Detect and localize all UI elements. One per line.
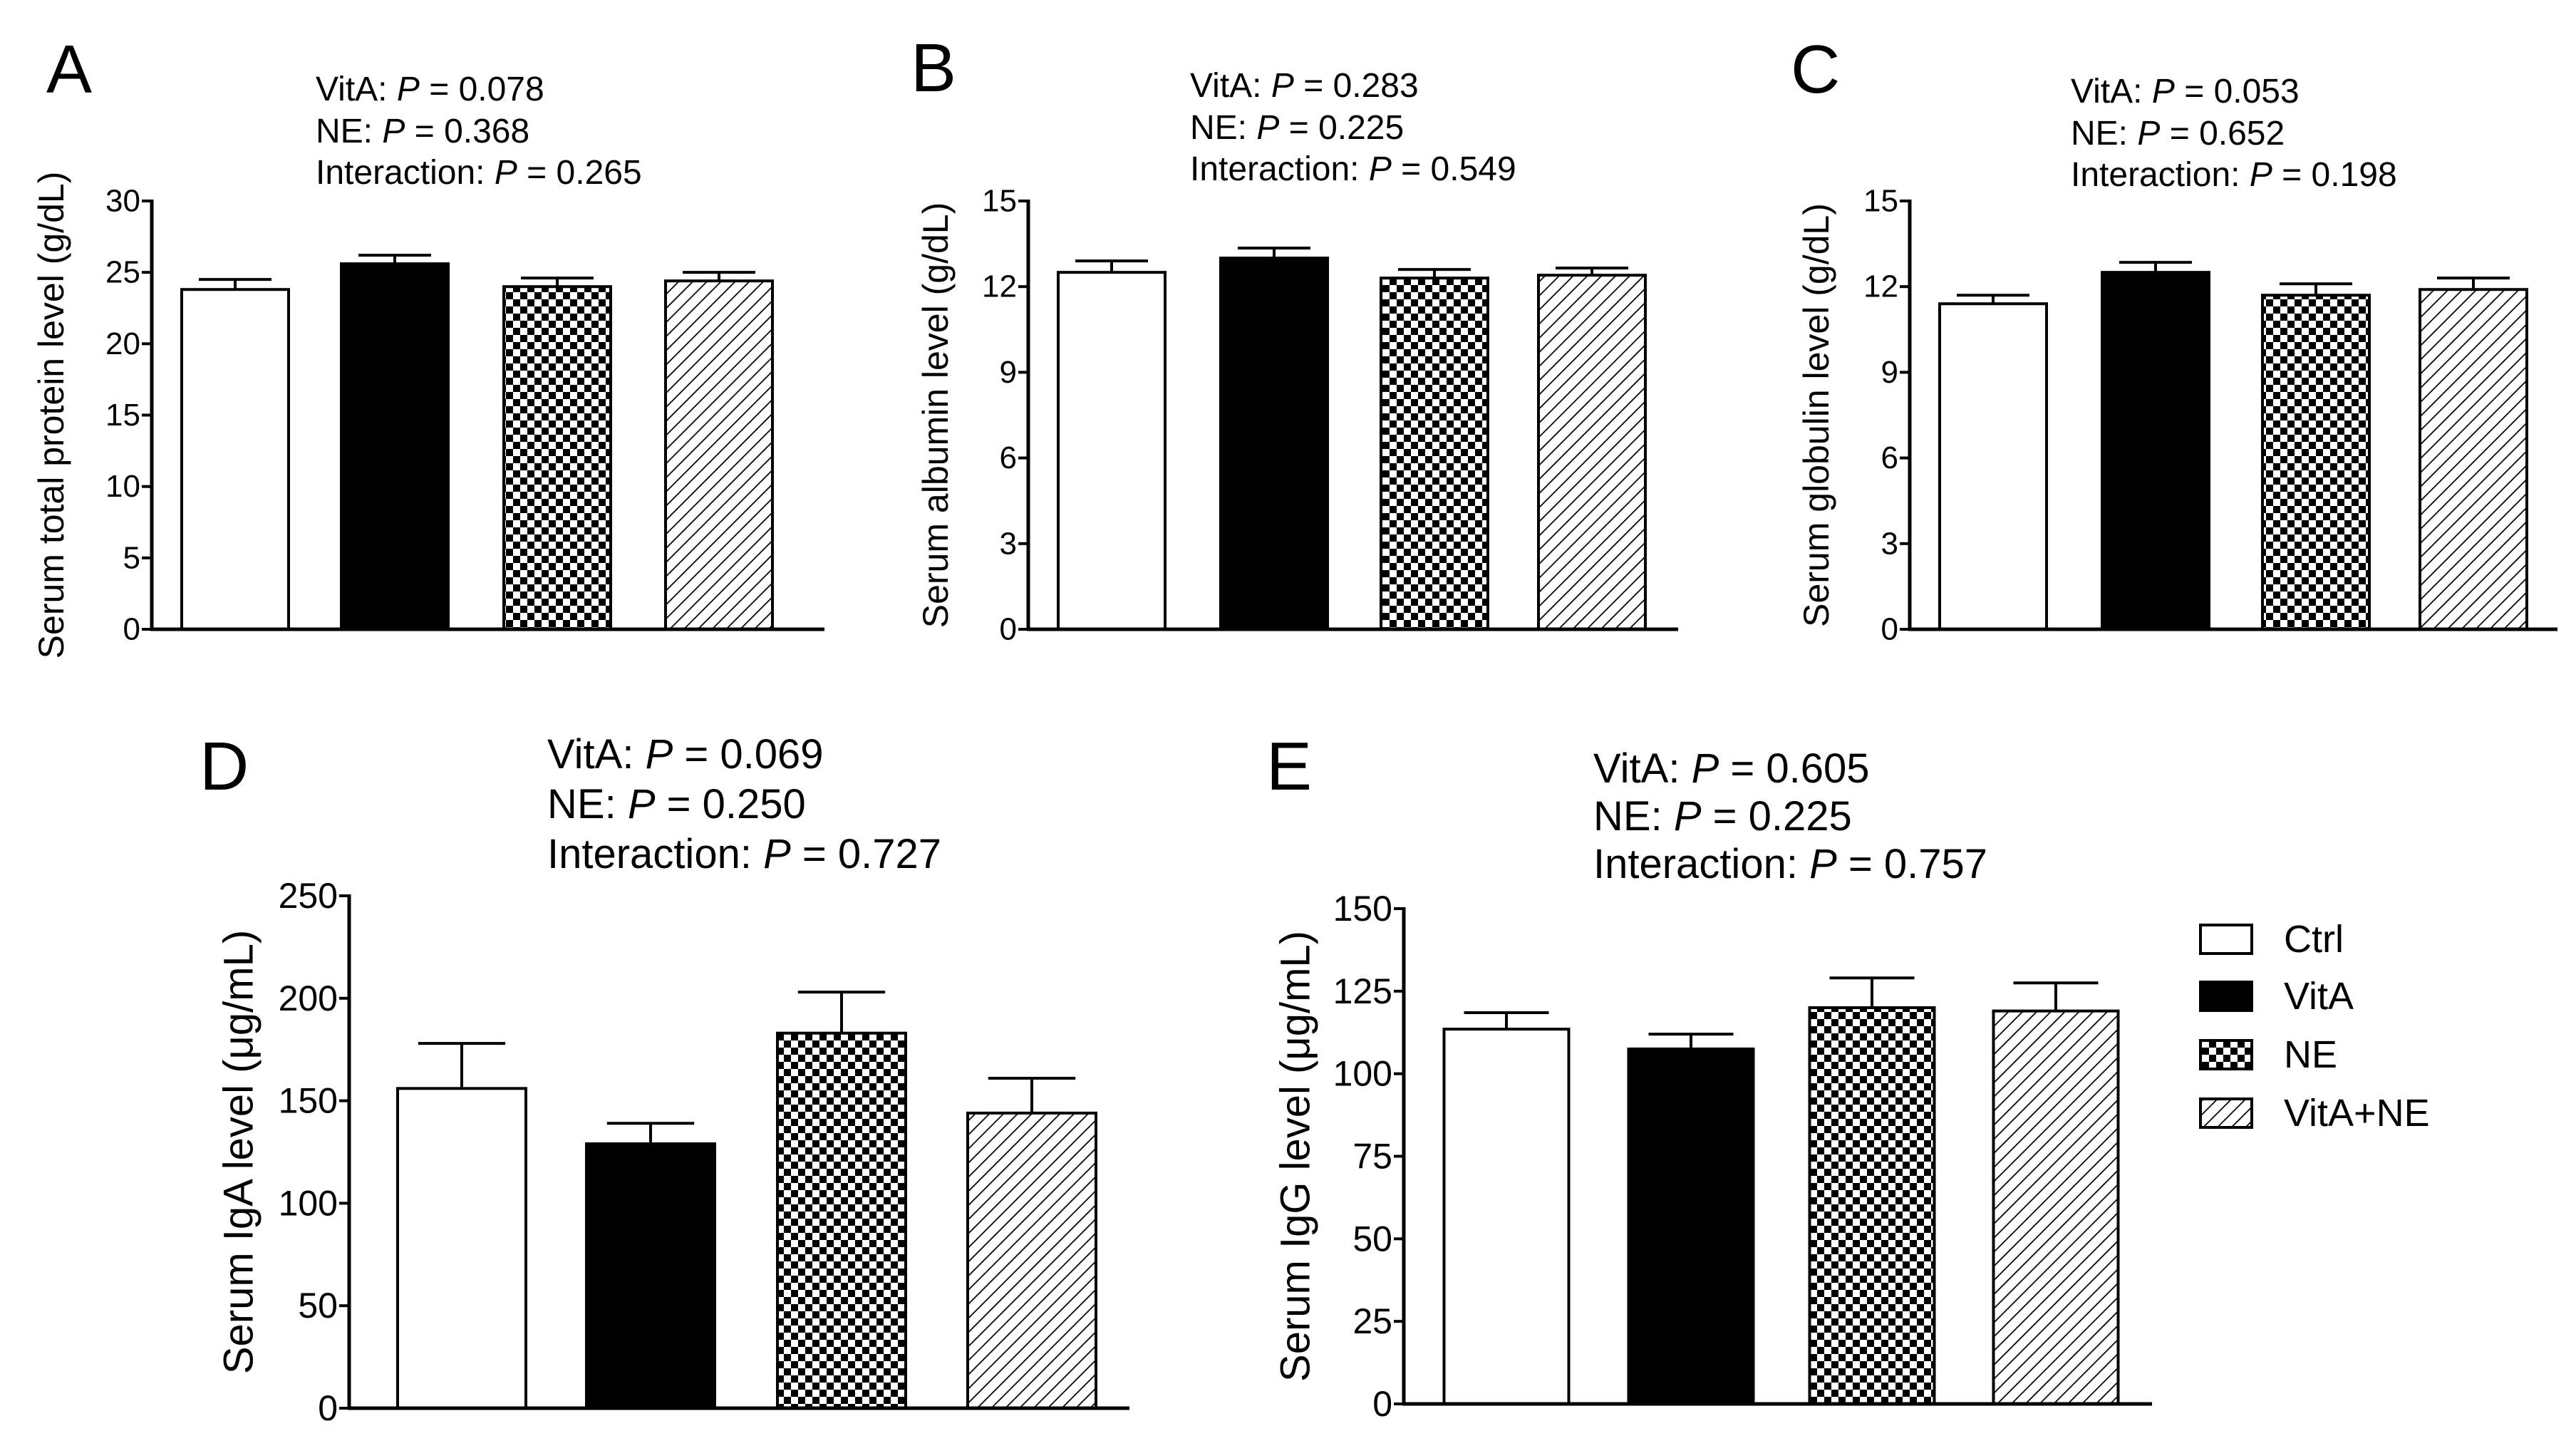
panels: A VitA: P = 0.078 NE: P = 0.368 Interaction… [31,30,2557,1428]
bar-ne [1808,1006,1936,1405]
bar-vita [340,262,450,631]
stat-line: VitA: P = 0.078 [316,71,544,108]
bar-ne [502,285,612,631]
stat-line: VitA: P = 0.605 [1593,745,1870,792]
legend-swatch-ctrl [2199,924,2253,955]
legend-swatch-vita [2199,981,2253,1012]
y-tick-label: 5 [123,540,140,575]
panel-b: B VitA: P = 0.283 NE: P = 0.225Interaction… [911,30,1678,647]
legend-label: VitA [2284,975,2354,1018]
y-tick-label: 100 [279,1183,338,1223]
legend: Ctrl VitA NE VitA+NE [2199,918,2430,1135]
y-tick-label: 12 [982,269,1017,304]
y-tick-label: 6 [1000,440,1017,475]
stat-line: VitA: P = 0.069 [547,731,824,778]
y-axis-label: Serum IgG level (μg/mL) [1273,931,1319,1382]
bar-vita-ne [966,1111,1097,1410]
y-tick-label: 0 [123,612,140,647]
bar-vita [585,1142,716,1410]
y-tick-label: 150 [279,1081,338,1121]
bar-vita [1627,1047,1755,1405]
y-tick-label: 200 [279,978,338,1018]
y-tick-label: 9 [1000,355,1017,390]
stat-line: Interaction: P = 0.198 [2071,156,2397,194]
y-tick-label: 0 [1000,612,1017,647]
stat-line: NE: P = 0.250 [547,781,806,827]
panel-letter: B [911,30,956,106]
panel-c: C VitA: P = 0.053 NE: P = 0.652Interaction… [1791,31,2557,647]
y-tick-label: 25 [105,255,140,290]
bar-vita-ne [1992,1009,2120,1405]
stat-line: NE: P = 0.368 [316,113,529,150]
y-tick-label: 75 [1352,1137,1392,1177]
y-tick-label: 15 [1863,184,1898,219]
bar-ne [1380,277,1489,631]
y-tick-label: 15 [982,184,1017,219]
bar-ctrl [396,1087,527,1410]
legend-swatch-vita-ne [2199,1097,2253,1129]
panel-letter: C [1791,31,1840,108]
bar-ctrl [1057,271,1167,631]
stat-line: NE: P = 0.225 [1190,109,1404,147]
y-tick-label: 0 [1372,1384,1392,1424]
bar-ne [2261,294,2371,631]
y-tick-label: 150 [1333,889,1392,929]
legend-label: NE [2284,1033,2337,1076]
y-tick-label: 10 [105,469,140,504]
y-axis-label: Serum albumin level (g/dL) [916,202,956,629]
y-axis-label: Serum globulin level (g/dL) [1796,203,1836,627]
stat-line: Interaction: P = 0.757 [1593,841,1987,887]
bar-ctrl [180,288,290,631]
stat-line: NE: P = 0.225 [1593,793,1852,840]
y-tick-label: 20 [105,326,140,361]
y-tick-label: 3 [1000,526,1017,561]
bar-ctrl [1442,1028,1571,1406]
panel-letter: D [200,728,249,805]
legend-label: VitA+NE [2284,1092,2430,1135]
bar-vita-ne [664,279,774,631]
bar-vita [1219,257,1329,631]
y-tick-label: 250 [279,876,338,916]
legend-swatch-ne [2199,1039,2253,1070]
stat-line: Interaction: P = 0.727 [547,831,941,877]
y-tick-label: 12 [1863,269,1898,304]
y-tick-label: 50 [298,1286,338,1326]
y-axis-label: Serum IgA level (μg/mL) [216,930,262,1374]
y-tick-label: 3 [1881,526,1898,561]
y-tick-label: 15 [105,398,140,433]
bar-vita [2101,271,2210,631]
y-axis-label: Serum total protein level (g/dL) [31,172,71,659]
panel-letter: A [46,31,92,108]
panel-letter: E [1266,728,1312,805]
y-tick-label: 25 [1352,1301,1392,1341]
bar-ctrl [1938,302,2048,631]
y-tick-label: 0 [1881,612,1898,647]
stat-line: Interaction: P = 0.265 [316,154,642,192]
stat-line: Interaction: P = 0.549 [1190,150,1516,188]
bar-vita-ne [1537,274,1647,631]
stat-line: VitA: P = 0.053 [2071,73,2300,110]
legend-label: Ctrl [2284,918,2344,961]
y-tick-label: 6 [1881,440,1898,475]
y-tick-label: 125 [1333,971,1392,1011]
stat-line: VitA: P = 0.283 [1190,67,1419,105]
panel-a: A VitA: P = 0.078 NE: P = 0.368 Interaction… [31,31,824,658]
y-tick-label: 100 [1333,1054,1392,1094]
y-tick-label: 9 [1881,355,1898,390]
stat-line: NE: P = 0.652 [2071,115,2285,153]
bar-ne [776,1031,907,1410]
y-tick-label: 50 [1352,1219,1392,1259]
y-tick-label: 0 [318,1388,338,1428]
y-tick-label: 30 [105,184,140,219]
bar-vita-ne [2419,288,2528,631]
